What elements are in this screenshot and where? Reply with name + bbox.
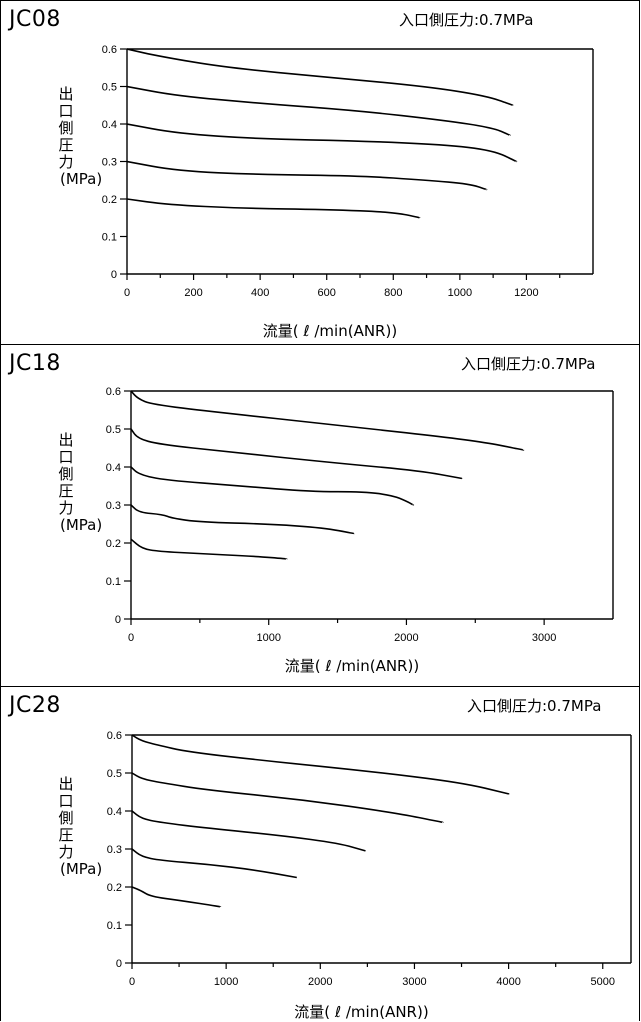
y-tick-label: 0.3 [106, 500, 121, 512]
series-line-5 [131, 886, 222, 908]
series-line-1 [131, 734, 510, 795]
y-axis-title-part: 側 [58, 465, 73, 483]
x-tick-label: 1200 [514, 287, 538, 299]
y-axis-title-part: 力 [58, 499, 73, 517]
y-axis-title-part: (MPa) [60, 860, 102, 878]
y-tick-label: 0.6 [107, 730, 122, 742]
y-axis-title-part: 圧 [58, 482, 73, 500]
chart-plot-jc28: 0 0.1 0.2 0.3 0.4 0.5 0.6 0 1000 2000 3000 4000 5000… [58, 730, 632, 1021]
chart-panel-jc08: JC08 入口側圧力:0.7MPa 0 0.1 0.2 0.3 0.4 0.5 0.6 0 20… [0, 0, 640, 345]
series-line-3 [131, 810, 366, 852]
series-line-4 [126, 160, 488, 191]
series-line-1 [126, 48, 514, 107]
y-axis-title-part: 側 [58, 119, 73, 137]
y-axis-title-part: 口 [58, 792, 73, 810]
x-tick-label: 400 [251, 287, 269, 299]
series-line-4 [131, 848, 297, 879]
y-tick-label: 0.2 [107, 882, 122, 894]
y-axis-title-part: 圧 [58, 136, 73, 154]
x-tick-label: 2000 [394, 632, 418, 644]
series-line-3 [126, 123, 518, 163]
y-tick-label: 0.1 [102, 232, 117, 244]
chart-plot-jc08: 0 0.1 0.2 0.3 0.4 0.5 0.6 0 200 400 600 800 1000 1200… [58, 44, 594, 340]
x-tick-label: 0 [129, 976, 135, 988]
inlet-pressure-annotation: 入口側圧力:0.7MPa [461, 355, 596, 373]
y-axis-title-part: 出 [58, 85, 73, 103]
series-line-2 [131, 772, 444, 824]
x-tick-label: 3000 [532, 632, 556, 644]
chart-panel-jc28: JC28 入口側圧力:0.7MPa 0 0.1 0.2 0.3 0.4 0.5 0.6 0 10… [0, 686, 640, 1021]
y-tick-label: 0.5 [102, 82, 117, 94]
y-tick-label: 0.4 [107, 806, 122, 818]
series-line-3 [130, 466, 415, 506]
series-line-2 [126, 85, 511, 137]
x-tick-label: 800 [384, 287, 402, 299]
x-axis-title: 流量( ℓ /min(ANR)) [294, 1003, 428, 1021]
y-axis-title-part: 出 [58, 431, 73, 449]
inlet-pressure-annotation: 入口側圧力:0.7MPa [399, 11, 534, 29]
x-axis-title: 流量( ℓ /min(ANR)) [285, 657, 419, 675]
y-tick-label: 0.3 [102, 157, 117, 169]
y-tick-label: 0 [115, 614, 121, 626]
chart-panel-jc18: JC18 入口側圧力:0.7MPa 0 0.1 0.2 0.3 0.4 0.5 0.6 0 10… [0, 344, 640, 687]
chart-title: JC28 [9, 693, 61, 718]
y-axis-title-part: 力 [58, 153, 73, 171]
y-tick-label: 0.1 [106, 576, 121, 588]
plot-frame [131, 734, 632, 964]
y-tick-label: 0.2 [106, 538, 121, 550]
x-tick-label: 4000 [496, 976, 520, 988]
y-axis-title-part: 口 [58, 448, 73, 466]
x-tick-label: 1000 [448, 287, 472, 299]
y-tick-label: 0.5 [107, 768, 122, 780]
chart-title: JC08 [9, 7, 61, 32]
y-tick-label: 0 [111, 269, 117, 281]
y-axis-title-part: 口 [58, 102, 73, 120]
y-tick-label: 0.1 [107, 920, 122, 932]
series-line-2 [130, 428, 463, 480]
plot-frame [126, 48, 594, 275]
y-axis-title-part: 力 [58, 843, 73, 861]
series-line-1 [130, 390, 525, 451]
x-tick-label: 5000 [591, 976, 615, 988]
y-axis-title-part: 側 [58, 809, 73, 827]
series-line-4 [130, 504, 355, 535]
x-tick-label: 0 [124, 287, 130, 299]
x-tick-label: 3000 [402, 976, 426, 988]
x-tick-label: 1000 [214, 976, 238, 988]
y-tick-label: 0.3 [107, 844, 122, 856]
x-tick-label: 600 [318, 287, 336, 299]
x-axis-title: 流量( ℓ /min(ANR)) [263, 322, 397, 340]
y-tick-label: 0.6 [102, 44, 117, 56]
y-axis-title-part: (MPa) [60, 516, 102, 534]
series-line-5 [126, 198, 421, 219]
y-tick-label: 0.2 [102, 194, 117, 206]
y-tick-label: 0.5 [106, 424, 121, 436]
plot-frame [130, 390, 614, 620]
x-tick-label: 200 [184, 287, 202, 299]
inlet-pressure-annotation: 入口側圧力:0.7MPa [467, 697, 602, 715]
y-tick-label: 0.4 [106, 462, 121, 474]
y-axis-title-part: 圧 [58, 826, 73, 844]
x-tick-label: 1000 [256, 632, 280, 644]
chart-plot-jc18: 0 0.1 0.2 0.3 0.4 0.5 0.6 0 1000 2000 3000 出口側圧力(MP… [58, 386, 614, 675]
x-tick-label: 2000 [308, 976, 332, 988]
y-tick-label: 0.6 [106, 386, 121, 398]
y-axis-title-part: (MPa) [60, 170, 102, 188]
series-line-5 [130, 538, 288, 560]
x-tick-label: 0 [128, 632, 134, 644]
y-tick-label: 0 [116, 958, 122, 970]
y-axis-title-part: 出 [58, 775, 73, 793]
chart-title: JC18 [9, 351, 61, 376]
y-tick-label: 0.4 [102, 119, 117, 131]
